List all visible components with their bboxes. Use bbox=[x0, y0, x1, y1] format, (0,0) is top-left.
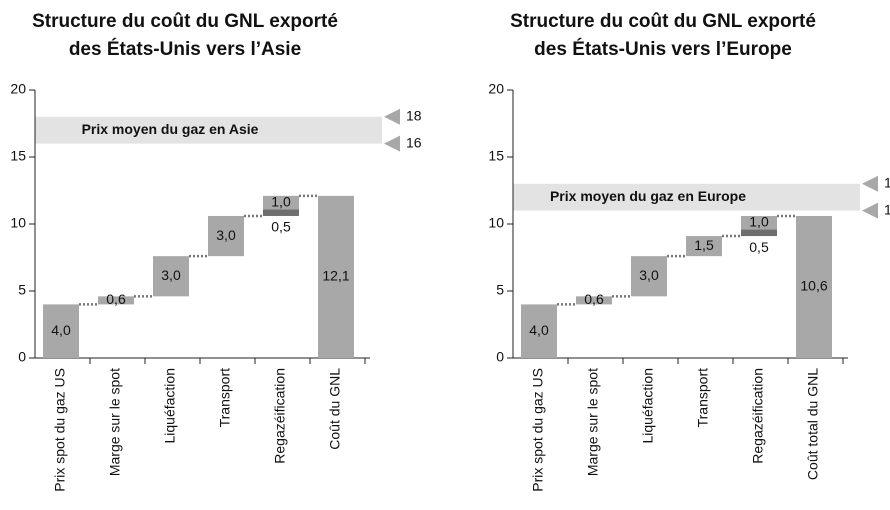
price-band bbox=[35, 116, 382, 144]
bar-segment bbox=[153, 256, 189, 297]
bar-segment bbox=[318, 195, 354, 358]
value-label: 1,0 bbox=[271, 193, 291, 209]
value-label: 12,1 bbox=[322, 268, 349, 284]
band-marker bbox=[862, 202, 878, 219]
band-label: Prix moyen du gaz en Europe bbox=[550, 188, 746, 204]
x-tick-label: Liquéfaction bbox=[640, 368, 656, 444]
chart-title: Structure du coût du GNL exporté bbox=[32, 11, 338, 32]
band-marker bbox=[384, 135, 400, 152]
x-tick-label: Prix spot du gaz US bbox=[530, 368, 546, 492]
bar-segment bbox=[521, 304, 557, 358]
y-tick-label: 0 bbox=[496, 349, 504, 365]
y-tick-label: 15 bbox=[10, 148, 26, 164]
value-label: 4,0 bbox=[529, 322, 549, 338]
price-band bbox=[513, 183, 860, 211]
chart-title: des États-Unis vers l’Asie bbox=[69, 38, 301, 60]
band-marker-label: 18 bbox=[406, 108, 422, 124]
value-label: 0,5 bbox=[749, 239, 769, 255]
x-tick-label: Liquéfaction bbox=[162, 368, 178, 444]
bar-segment bbox=[208, 215, 244, 257]
band-marker bbox=[862, 175, 878, 192]
band-marker bbox=[384, 108, 400, 125]
y-tick-label: 10 bbox=[488, 215, 504, 231]
value-label: 4,0 bbox=[51, 322, 71, 338]
chart-title: des États-Unis vers l’Europe bbox=[534, 38, 792, 60]
value-label: 3,0 bbox=[161, 267, 181, 283]
bar-segment bbox=[263, 195, 299, 210]
band-label: Prix moyen du gaz en Asie bbox=[82, 121, 259, 137]
value-label: 0,6 bbox=[106, 291, 126, 307]
x-tick-label: Regazéification bbox=[750, 368, 766, 464]
bar-segment bbox=[741, 215, 777, 230]
band-marker-label: 11 bbox=[884, 201, 890, 217]
y-tick-label: 15 bbox=[488, 148, 504, 164]
bar-segment bbox=[796, 215, 832, 358]
bar-segment bbox=[43, 304, 79, 358]
value-label: 3,0 bbox=[639, 267, 659, 283]
y-tick-label: 20 bbox=[488, 81, 504, 97]
bar-segment bbox=[576, 296, 612, 305]
bar-segment bbox=[741, 229, 777, 237]
value-label: 1,5 bbox=[694, 237, 714, 253]
bar-segment bbox=[98, 296, 134, 305]
x-tick-label: Prix spot du gaz US bbox=[52, 368, 68, 492]
chart-title: Structure du coût du GNL exporté bbox=[510, 11, 816, 32]
x-tick-label: Transport bbox=[695, 368, 711, 428]
y-tick-label: 5 bbox=[496, 282, 504, 298]
bar-segment bbox=[631, 256, 667, 297]
band-marker-label: 13 bbox=[884, 175, 890, 191]
value-label: 3,0 bbox=[216, 227, 236, 243]
chart: Structure du coût du GNL exporté des État… bbox=[10, 11, 421, 492]
x-tick-label: Transport bbox=[217, 368, 233, 428]
bar-segment bbox=[263, 209, 299, 216]
band-marker-label: 16 bbox=[406, 134, 422, 150]
y-tick-label: 20 bbox=[10, 81, 26, 97]
y-tick-label: 0 bbox=[18, 349, 26, 365]
x-tick-label: Marge sur le spot bbox=[107, 368, 123, 476]
bar-segment bbox=[686, 236, 722, 257]
x-tick-label: Coût total du GNL bbox=[805, 368, 821, 480]
value-label: 1,0 bbox=[749, 213, 769, 229]
x-tick-label: Regazéification bbox=[272, 368, 288, 464]
chart: Structure du coût du GNL exporté des État… bbox=[488, 11, 890, 492]
value-label: 0,5 bbox=[271, 219, 291, 235]
x-tick-label: Coût du GNL bbox=[327, 368, 343, 450]
y-tick-label: 10 bbox=[10, 215, 26, 231]
value-label: 10,6 bbox=[800, 278, 827, 294]
x-tick-label: Marge sur le spot bbox=[585, 368, 601, 476]
value-label: 0,6 bbox=[584, 291, 604, 307]
y-tick-label: 5 bbox=[18, 282, 26, 298]
